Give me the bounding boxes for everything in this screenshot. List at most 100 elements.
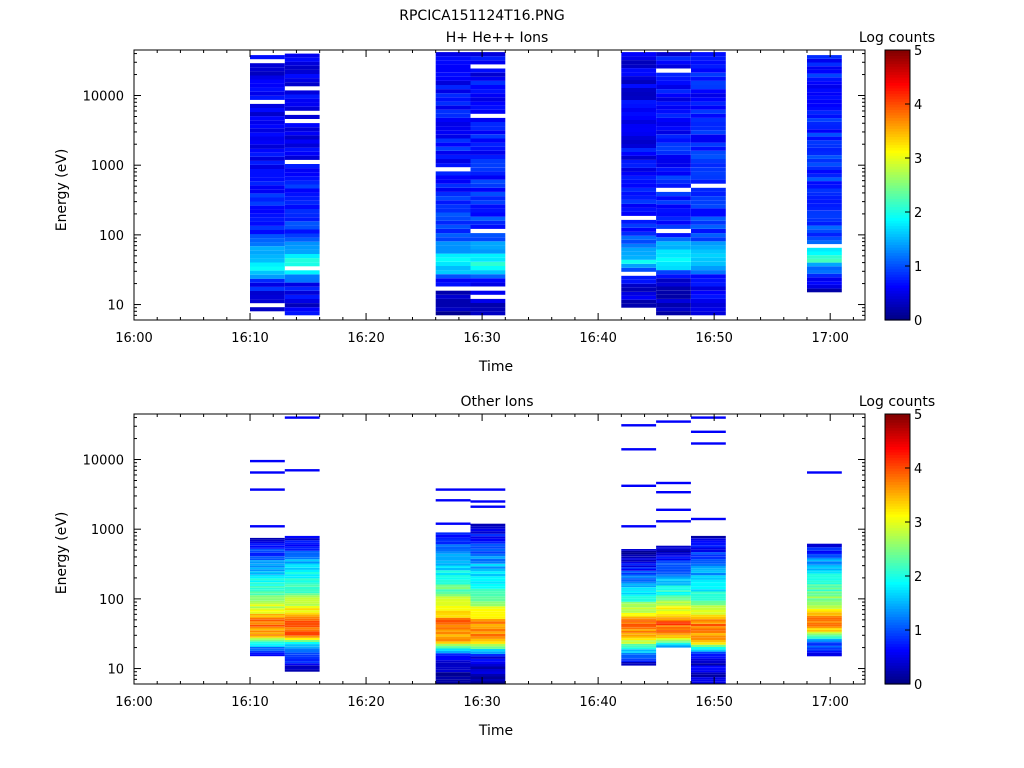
spectrogram-cell [250, 108, 285, 113]
spectrogram-cell [470, 282, 506, 287]
colorbar-segment [885, 293, 910, 297]
spectrogram-cell [807, 92, 842, 96]
colorbar-segment [885, 85, 910, 89]
spectrogram-cell [621, 191, 657, 196]
spectrogram-cell [656, 548, 691, 551]
spectrogram-cell [284, 274, 320, 279]
spectrogram-column [435, 52, 471, 316]
spectrogram-cell [691, 76, 726, 81]
spectrogram-cell [807, 66, 842, 70]
colorbar-segment [885, 314, 910, 318]
spectrogram-cell [250, 613, 285, 616]
spectrogram-cell [470, 76, 506, 81]
spectrogram-cell [621, 207, 657, 212]
spectrogram-cell [470, 603, 506, 607]
spectrogram-cell [691, 633, 726, 636]
spectrogram-line [656, 420, 691, 423]
spectrogram-cell [470, 556, 506, 559]
spectrogram-cell [691, 294, 726, 299]
spectrogram-cell [656, 311, 691, 316]
spectrogram-cell [621, 567, 657, 569]
spectrogram-cell [621, 84, 657, 88]
spectrogram-cell [621, 108, 657, 112]
spectrogram-cell [691, 552, 726, 555]
spectrogram-cell [284, 572, 320, 575]
spectrogram-cell [656, 603, 691, 605]
spectrogram-cell [621, 96, 657, 100]
spectrogram-cell [250, 238, 285, 243]
spectrogram-cell [250, 290, 285, 295]
spectrogram-cell [807, 619, 842, 622]
spectrogram-cell [691, 171, 726, 176]
colorbar-segment [885, 160, 910, 164]
colorbar-segment [885, 486, 910, 491]
spectrogram-cell [435, 532, 471, 535]
spectrogram-cell [691, 554, 726, 557]
spectrogram-cell [470, 646, 506, 649]
spectrogram-cell [284, 538, 320, 541]
spectrogram-cell [807, 592, 842, 595]
spectrogram-cell [621, 76, 657, 81]
spectrogram-cell [621, 299, 657, 304]
spectrogram-cell [691, 607, 726, 610]
spectrogram-cell [807, 573, 842, 576]
colorbar-segment [885, 605, 910, 609]
spectrogram-cell [656, 64, 691, 69]
spectrogram-cell [691, 179, 726, 184]
spectrogram-cell [656, 282, 691, 287]
spectrogram-cell [284, 98, 320, 103]
x-tick-label: 17:00 [811, 695, 848, 710]
spectrogram-cell [284, 188, 320, 193]
colorbar-segment [885, 155, 910, 159]
spectrogram-cell [284, 578, 320, 581]
spectrogram-cell [807, 255, 842, 259]
spectrogram-cell [470, 253, 506, 258]
spectrogram-cell [691, 163, 726, 168]
spectrogram-cell [621, 563, 657, 566]
spectrogram-cell [807, 221, 842, 226]
spectrogram-cell [250, 635, 285, 638]
spectrogram-cell [691, 556, 726, 560]
spectrogram-cell [250, 549, 285, 551]
spectrogram-cell [435, 610, 471, 613]
spectrogram-cell [621, 56, 657, 61]
spectrogram-cell [807, 73, 842, 78]
spectrogram-cell [435, 105, 471, 110]
colorbar-tick-label: 3 [914, 152, 922, 167]
spectrogram-cell [284, 659, 320, 662]
colorbar-segment [885, 120, 910, 124]
spectrogram-cell [656, 596, 691, 599]
spectrogram-cell [807, 587, 842, 590]
spectrogram-column [284, 53, 320, 316]
spectrogram-cell [656, 636, 691, 638]
colorbar-segment [885, 416, 910, 420]
spectrogram-cell [284, 601, 320, 604]
colorbar-segment [885, 470, 910, 474]
spectrogram-cell [435, 643, 471, 647]
spectrogram-cell [621, 609, 657, 611]
spectrogram-cell [621, 303, 657, 308]
spectrogram-cell [435, 579, 471, 583]
spectrogram-cell [691, 651, 726, 654]
spectrogram-cell [435, 237, 471, 242]
spectrogram-cell [691, 667, 726, 671]
spectrogram-cell [807, 647, 842, 650]
x-axis-label-other: Time [478, 723, 513, 739]
spectrogram-cell [691, 130, 726, 135]
spectrogram-cell [656, 575, 691, 578]
spectrogram-cell [250, 299, 285, 304]
spectrogram-cell [284, 567, 320, 570]
spectrogram-cell [470, 576, 506, 579]
spectrogram-cell [656, 175, 691, 180]
spectrogram-cell [807, 162, 842, 167]
spectrogram-cell [250, 630, 285, 633]
spectrogram-cell [435, 56, 471, 61]
spectrogram-cell [807, 233, 842, 237]
colorbar-segment [885, 443, 910, 447]
colorbar-tick-label: 0 [914, 678, 922, 693]
y-tick-label: 10 [107, 299, 124, 314]
colorbar-segment [885, 576, 910, 580]
colorbar-segment [885, 589, 910, 593]
spectrogram-cell [656, 582, 691, 584]
spectrogram-cell [284, 642, 320, 645]
